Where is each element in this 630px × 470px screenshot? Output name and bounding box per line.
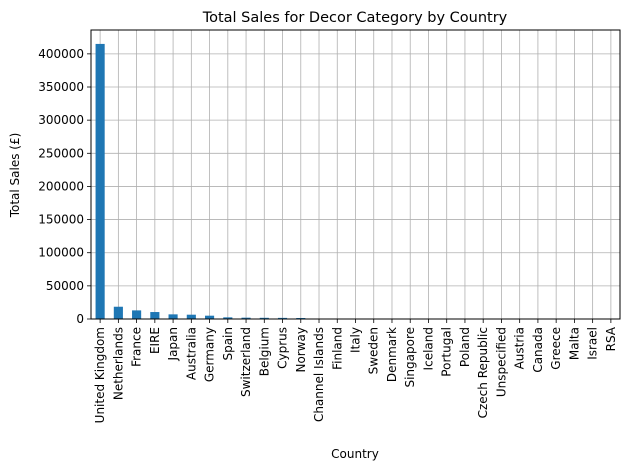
bar (241, 317, 251, 319)
bar (95, 43, 105, 319)
bar (259, 317, 269, 319)
y-tick-label: 250000 (38, 146, 84, 160)
y-tick-label: 300000 (38, 113, 84, 127)
bar (113, 306, 123, 319)
x-tick-label: Czech Republic (476, 327, 490, 418)
x-tick-label: Cyprus (276, 327, 290, 369)
x-tick-label: Australia (184, 327, 198, 380)
bars (95, 43, 616, 319)
y-tick-label: 0 (76, 312, 84, 326)
bar (277, 317, 288, 319)
bar (186, 314, 196, 319)
x-tick-label: Sweden (367, 327, 381, 374)
x-tick-label: Channel Islands (312, 327, 326, 422)
y-tick-label: 350000 (38, 80, 84, 94)
x-axis-title: Country (331, 447, 379, 461)
x-tick-label: Germany (203, 327, 217, 382)
x-tick-label: Portugal (440, 327, 454, 377)
x-tick-label: Netherlands (111, 327, 125, 400)
y-tick-label: 100000 (38, 246, 84, 260)
x-tick-label: Japan (166, 327, 180, 361)
x-tick-label: Israel (586, 327, 600, 360)
x-tick-label: Austria (513, 327, 527, 369)
x-axis: United Kingdom Netherlands France EIRE Japan… (93, 319, 618, 423)
x-tick-label: Unspecified (494, 327, 508, 397)
y-tick-label: 150000 (38, 213, 84, 227)
bar (223, 317, 233, 319)
y-tick-label: 400000 (38, 47, 84, 61)
x-tick-label: EIRE (148, 327, 162, 354)
chart-title: Total Sales for Decor Category by Countr… (202, 10, 508, 26)
y-tick-label: 200000 (38, 179, 84, 193)
x-tick-label: Greece (549, 327, 563, 370)
x-tick-label: Norway (294, 327, 308, 373)
x-tick-label: France (130, 327, 144, 367)
x-tick-label: RSA (604, 326, 618, 351)
bar (150, 312, 160, 319)
x-tick-label: Poland (458, 327, 472, 367)
x-tick-label: Iceland (421, 327, 435, 370)
x-tick-label: Italy (349, 327, 363, 353)
bar (168, 314, 178, 319)
bar (132, 310, 142, 319)
y-axis: 0 50000 100000 150000 200000 250000 300000 3500… (38, 47, 91, 326)
x-tick-label: Finland (330, 327, 344, 370)
x-tick-label: Malta (567, 327, 581, 360)
x-tick-label: Spain (221, 327, 235, 361)
x-tick-label: Denmark (385, 327, 399, 382)
x-tick-label: Canada (531, 327, 545, 373)
grid (91, 30, 620, 320)
x-tick-label: Belgium (257, 327, 271, 376)
y-tick-label: 50000 (46, 279, 84, 293)
bar (205, 315, 215, 319)
x-tick-label: United Kingdom (93, 327, 107, 423)
x-tick-label: Singapore (403, 327, 417, 388)
x-tick-label: Switzerland (239, 327, 253, 397)
y-axis-title: Total Sales (£) (8, 133, 22, 219)
